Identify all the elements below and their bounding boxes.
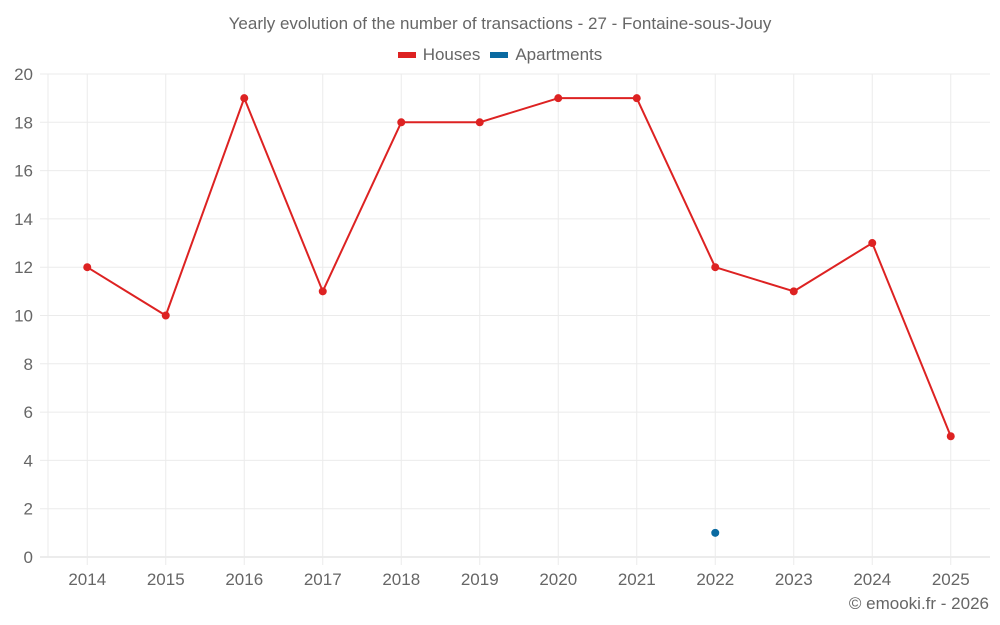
x-tick-label: 2016	[225, 570, 263, 589]
data-point[interactable]	[318, 287, 327, 296]
y-tick-label: 16	[14, 162, 33, 181]
x-tick-label: 2019	[461, 570, 499, 589]
x-tick-label: 2018	[382, 570, 420, 589]
series-houses	[83, 94, 955, 441]
x-tick-label: 2022	[696, 570, 734, 589]
data-point[interactable]	[397, 118, 406, 127]
credit-text: © emooki.fr - 2026	[848, 594, 989, 613]
x-tick-label: 2020	[539, 570, 577, 589]
chart-title: Yearly evolution of the number of transa…	[228, 14, 772, 33]
y-tick-label: 2	[24, 500, 33, 519]
x-tick-label: 2023	[775, 570, 813, 589]
data-point[interactable]	[789, 287, 798, 296]
data-point[interactable]	[946, 432, 955, 441]
y-tick-label: 10	[14, 307, 33, 326]
legend-label-apartments: Apartments	[515, 45, 603, 64]
legend-label-houses: Houses	[422, 45, 481, 64]
apartments-swatch-icon	[490, 52, 509, 58]
y-tick-label: 8	[24, 355, 33, 374]
x-tick-label: 2021	[618, 570, 656, 589]
data-point[interactable]	[83, 263, 92, 272]
y-tick-label: 18	[14, 113, 33, 132]
x-tick-label: 2015	[147, 570, 185, 589]
x-tick-label: 2024	[853, 570, 891, 589]
x-tick-label: 2025	[932, 570, 970, 589]
series-line	[86, 97, 952, 437]
data-point[interactable]	[554, 94, 563, 103]
x-tick-label: 2014	[68, 570, 106, 589]
y-tick-label: 4	[24, 451, 33, 470]
data-point[interactable]	[711, 263, 720, 272]
data-point[interactable]	[240, 94, 249, 103]
y-tick-label: 12	[14, 258, 33, 277]
data-point[interactable]	[161, 311, 170, 320]
legend-item-apartments[interactable]: Apartments	[490, 45, 602, 65]
data-point[interactable]	[711, 528, 720, 537]
data-point[interactable]	[868, 239, 877, 248]
houses-swatch-icon	[397, 52, 416, 58]
data-point[interactable]	[475, 118, 484, 127]
y-tick-label: 14	[14, 210, 33, 229]
x-tick-label: 2017	[304, 570, 342, 589]
y-tick-label: 6	[24, 403, 33, 422]
y-tick-label: 20	[14, 65, 33, 84]
series-apartments	[711, 528, 720, 537]
legend: Houses Apartments	[0, 45, 1000, 65]
legend-item-houses[interactable]: Houses	[397, 45, 481, 65]
y-tick-label: 0	[24, 548, 33, 567]
data-point[interactable]	[632, 94, 641, 103]
